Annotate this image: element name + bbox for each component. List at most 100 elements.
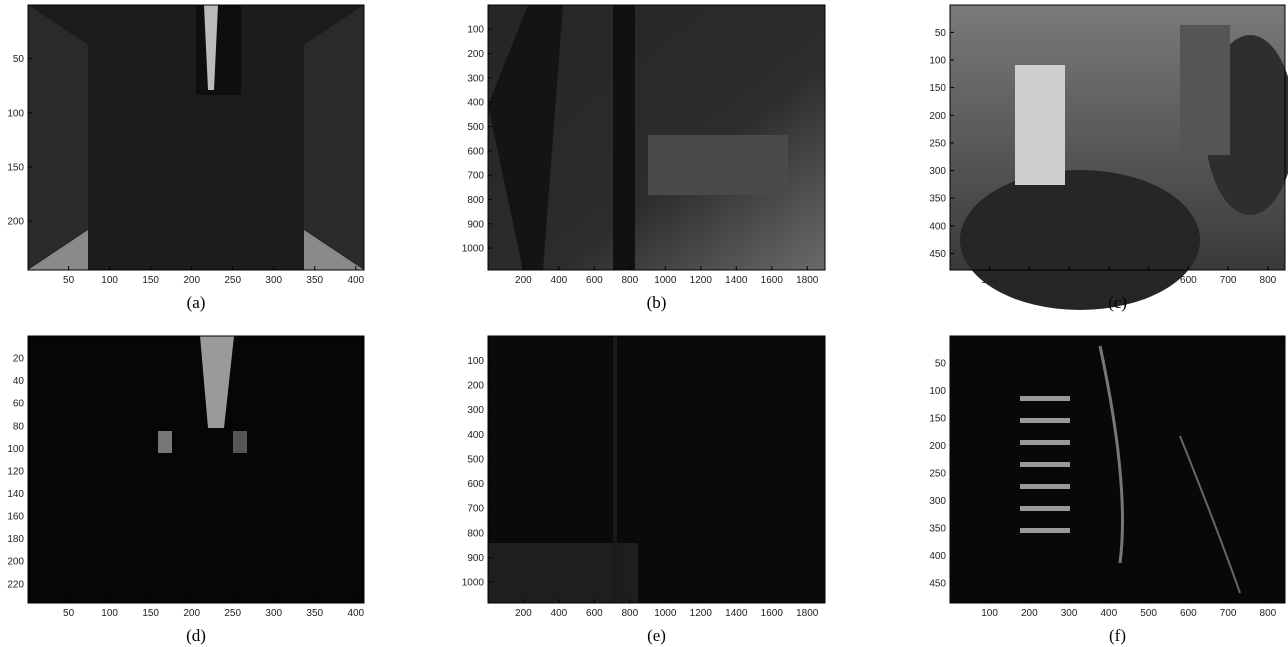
image-detail — [233, 431, 247, 453]
y-tick-label: 140 — [7, 489, 24, 500]
y-tick-label: 20 — [13, 354, 25, 365]
x-tick-label: 600 — [1180, 608, 1197, 619]
y-tick-label: 300 — [467, 73, 484, 84]
y-tick-label: 500 — [467, 454, 484, 465]
y-tick-label: 160 — [7, 512, 24, 523]
y-tick-label: 700 — [467, 171, 484, 182]
x-tick-label: 250 — [224, 608, 241, 619]
panel: 5010015020025030035040020406080100120140… — [7, 336, 364, 645]
x-tick-label: 100 — [981, 275, 998, 286]
y-tick-label: 50 — [935, 28, 947, 39]
y-tick-label: 800 — [467, 528, 484, 539]
y-tick-label: 400 — [929, 221, 946, 232]
y-tick-label: 600 — [467, 146, 484, 157]
image-detail — [1020, 528, 1070, 533]
y-tick-label: 1000 — [462, 578, 485, 589]
x-tick-label: 100 — [101, 608, 118, 619]
y-tick-label: 200 — [467, 49, 484, 60]
y-tick-label: 100 — [929, 55, 946, 66]
image-detail — [1015, 65, 1065, 185]
y-tick-label: 500 — [467, 122, 484, 133]
image-detail — [1020, 440, 1070, 445]
x-tick-label: 50 — [63, 608, 75, 619]
x-tick-label: 350 — [306, 275, 323, 286]
x-tick-label: 1000 — [654, 608, 677, 619]
panel: 5010015020025030035040050100150200(a) — [7, 5, 364, 312]
y-tick-label: 200 — [7, 217, 24, 228]
y-tick-label: 150 — [929, 83, 946, 94]
x-tick-label: 200 — [1021, 275, 1038, 286]
image-detail — [1020, 396, 1070, 401]
y-tick-label: 600 — [467, 479, 484, 490]
x-tick-label: 300 — [265, 275, 282, 286]
y-tick-label: 100 — [7, 108, 24, 119]
page: {"panels": [ {"caption": "(a)", "xlim": … — [0, 0, 1288, 647]
x-tick-label: 350 — [306, 608, 323, 619]
x-tick-label: 600 — [1180, 275, 1197, 286]
y-tick-label: 100 — [467, 356, 484, 367]
caption: (e) — [647, 626, 666, 645]
x-tick-label: 400 — [551, 608, 568, 619]
x-tick-label: 700 — [1220, 608, 1237, 619]
x-tick-label: 800 — [1260, 275, 1277, 286]
y-tick-label: 250 — [929, 469, 946, 480]
caption: (c) — [1108, 293, 1127, 312]
y-tick-label: 700 — [467, 504, 484, 515]
image — [28, 336, 364, 603]
x-tick-label: 1800 — [796, 608, 819, 619]
y-tick-label: 220 — [7, 579, 24, 590]
x-tick-label: 600 — [586, 275, 603, 286]
x-tick-label: 200 — [183, 608, 200, 619]
x-tick-label: 100 — [981, 608, 998, 619]
caption: (f) — [1109, 626, 1126, 645]
y-tick-label: 100 — [467, 25, 484, 36]
x-tick-label: 100 — [101, 275, 118, 286]
x-tick-label: 400 — [1101, 608, 1118, 619]
y-tick-label: 800 — [467, 195, 484, 206]
x-tick-label: 800 — [621, 275, 638, 286]
y-tick-label: 450 — [929, 579, 946, 590]
x-tick-label: 500 — [1140, 608, 1157, 619]
x-tick-label: 700 — [1220, 275, 1237, 286]
y-tick-label: 350 — [929, 194, 946, 205]
x-tick-label: 250 — [224, 275, 241, 286]
y-tick-label: 900 — [467, 219, 484, 230]
image-detail — [1020, 462, 1070, 467]
image-detail — [648, 135, 788, 195]
image-detail — [1020, 506, 1070, 511]
y-tick-label: 400 — [929, 551, 946, 562]
y-tick-label: 60 — [13, 399, 25, 410]
x-tick-label: 300 — [1061, 608, 1078, 619]
x-tick-label: 400 — [551, 275, 568, 286]
image-detail — [28, 5, 88, 270]
y-tick-label: 400 — [467, 98, 484, 109]
caption: (a) — [187, 293, 206, 312]
caption: (b) — [647, 293, 667, 312]
image-detail — [1020, 418, 1070, 423]
y-tick-label: 300 — [929, 166, 946, 177]
y-tick-label: 100 — [929, 386, 946, 397]
x-tick-label: 1600 — [761, 608, 784, 619]
x-tick-label: 300 — [1061, 275, 1078, 286]
y-tick-label: 150 — [7, 163, 24, 174]
y-tick-label: 400 — [467, 430, 484, 441]
x-tick-label: 600 — [586, 608, 603, 619]
x-tick-label: 400 — [1101, 275, 1118, 286]
caption: (d) — [186, 626, 206, 645]
x-tick-label: 1800 — [796, 275, 819, 286]
y-tick-label: 900 — [467, 553, 484, 564]
image-detail — [613, 336, 617, 603]
y-tick-label: 250 — [929, 138, 946, 149]
y-tick-label: 100 — [7, 444, 24, 455]
image — [950, 336, 1285, 603]
y-tick-label: 200 — [929, 111, 946, 122]
image-detail — [304, 5, 364, 270]
image-detail — [960, 170, 1200, 310]
image-detail — [613, 5, 635, 270]
y-tick-label: 350 — [929, 524, 946, 535]
x-tick-label: 1000 — [654, 275, 677, 286]
x-tick-label: 1600 — [761, 275, 784, 286]
